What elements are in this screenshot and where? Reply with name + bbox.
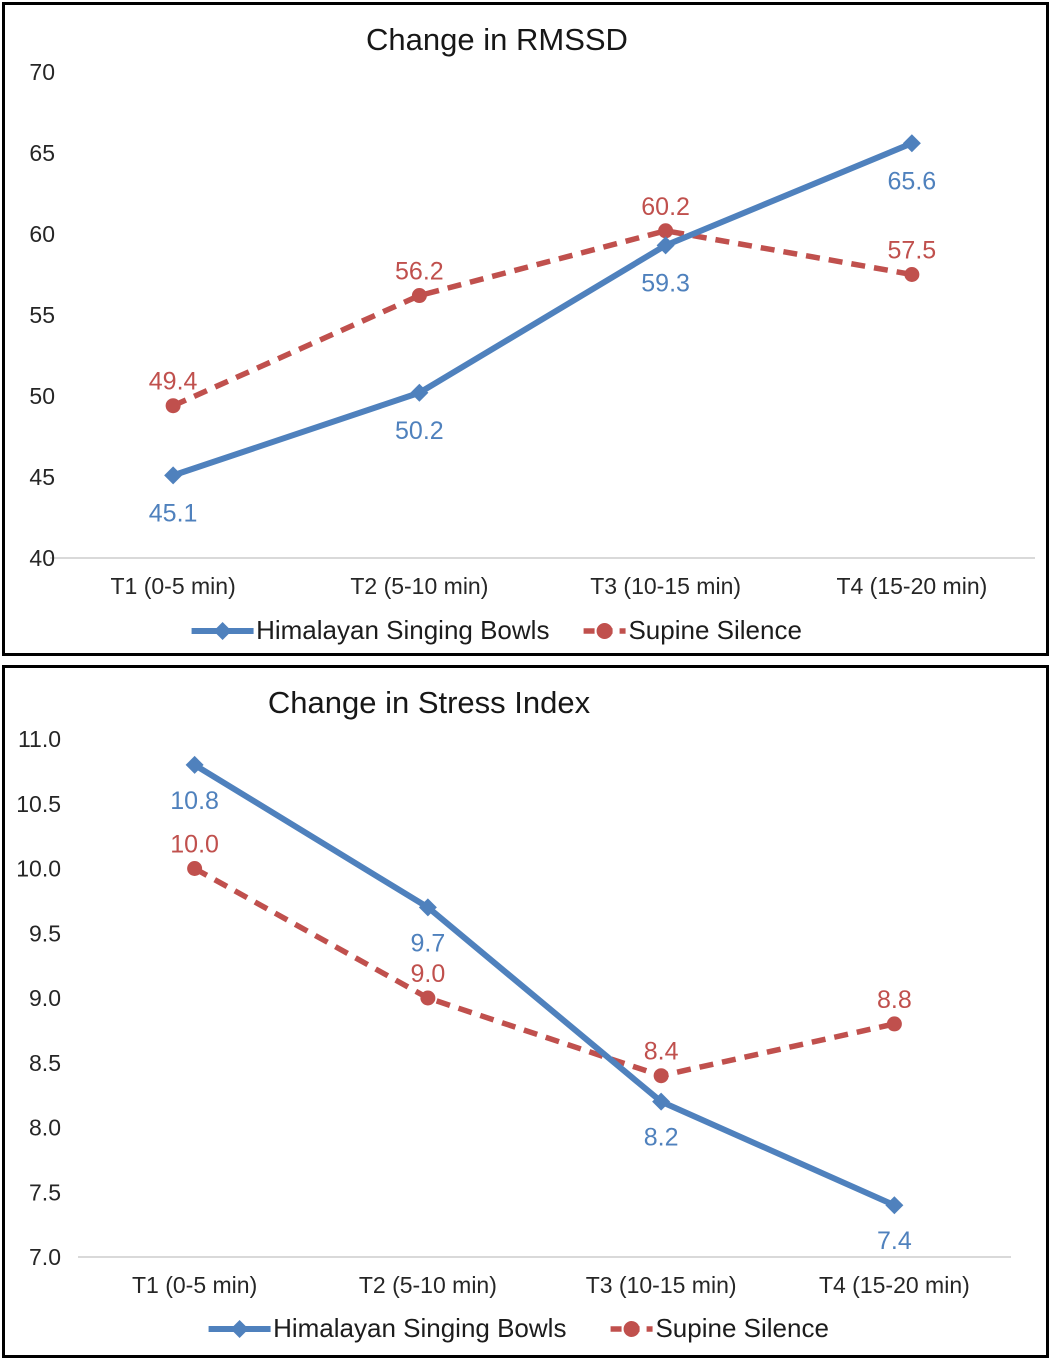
diamond-marker-icon [656,236,675,255]
y-axis-tick-label: 8.0 [29,1115,61,1141]
rmssd-chart: Change in RMSSD 70 65 60 55 50 45 40 T1 (0-5 mi… [2,2,1049,656]
circle-marker-icon [187,861,203,876]
y-axis-tick-label: 7.5 [29,1179,61,1205]
legend-item-himalayan-singing-bowls: Himalayan Singing Bowls [206,1313,566,1344]
red-line-circle-marker-icon [583,622,626,639]
legend-label: Supine Silence [628,615,802,645]
legend-item-supine-silence: Supine Silence [581,615,802,646]
diamond-marker-icon [885,1196,904,1215]
legend-item-himalayan-singing-bowls: Himalayan Singing Bowls [189,615,549,646]
series-line-himalayan-singing-bowls [170,140,915,479]
rmssd-legend: Himalayan Singing Bowls Supine Silence [189,615,802,646]
data-point-label: 10.8 [170,787,219,815]
y-axis-tick-label: 10.0 [16,856,61,882]
series-line-himalayan-singing-bowls [191,761,898,1209]
legend-label: Himalayan Singing Bowls [273,1313,567,1343]
data-point-label: 8.8 [877,986,912,1014]
data-point-label: 50.2 [395,417,444,445]
x-axis-category-label: T4 (15-20 min) [836,573,987,599]
rmssd-plot-area: 70 65 60 55 50 45 40 T1 (0-5 min) T2 (5-10 min) T… [29,59,1035,599]
y-axis-tick-label: 7.0 [29,1244,61,1270]
y-axis-tick-label: 10.5 [16,791,61,817]
data-point-label: 8.2 [644,1124,679,1152]
x-axis-category-label: T2 (5-10 min) [359,1272,497,1298]
data-point-label: 8.4 [644,1038,679,1066]
x-axis-category-label: T2 (5-10 min) [350,573,488,599]
x-axis-category-label: T3 (10-15 min) [590,573,741,599]
y-axis-tick-label: 45 [29,464,55,490]
y-axis-tick-label: 65 [29,140,55,166]
series-line-supine-silence [172,228,913,409]
chart-title-stress-index: Change in Stress Index [267,685,591,720]
data-point-label: 45.1 [149,499,198,527]
data-point-label: 56.2 [395,258,444,286]
data-point-label: 60.2 [641,193,690,221]
circle-marker-icon [165,398,181,414]
data-point-label: 9.0 [410,960,445,988]
y-axis-tick-label: 55 [29,302,55,328]
data-point-label: 7.4 [877,1227,912,1255]
stress-index-chart: Change in Stress Index 11.0 10.5 10.0 9.5 9.… [2,665,1049,1358]
x-axis-category-label: T3 (10-15 min) [586,1272,737,1298]
blue-line-diamond-marker-icon [191,621,254,640]
stress-index-plot-area: 11.0 10.5 10.0 9.5 9.0 8.5 8.0 7.5 7.0 T1 (0-5 mi… [16,726,1011,1298]
series-line-supine-silence [193,866,895,1079]
data-point-label: 10.0 [170,831,219,859]
data-point-label: 57.5 [888,237,937,265]
legend-item-supine-silence: Supine Silence [608,1313,829,1344]
y-axis-tick-label: 60 [29,221,55,247]
y-axis-tick-label: 40 [29,545,55,571]
diamond-marker-icon [410,383,429,402]
circle-marker-icon [420,990,436,1006]
y-axis-tick-label: 8.5 [29,1050,61,1076]
data-point-label: 9.7 [410,929,445,957]
circle-marker-icon [658,223,674,239]
y-axis-tick-label: 9.0 [29,985,61,1011]
red-line-circle-marker-icon [610,1320,653,1337]
data-point-label: 49.4 [149,368,198,396]
y-axis-tick-label: 50 [29,383,55,409]
x-axis-category-label: T1 (0-5 min) [132,1272,257,1298]
circle-marker-icon [411,288,427,304]
diamond-marker-icon [902,134,921,153]
stress-index-legend: Himalayan Singing Bowls Supine Silence [206,1313,829,1344]
y-axis-tick-label: 70 [29,59,55,85]
diamond-marker-icon [185,755,204,774]
diamond-marker-icon [164,466,183,485]
diamond-marker-icon [418,898,437,917]
circle-marker-icon [904,267,920,282]
circle-marker-icon [653,1068,669,1084]
blue-line-diamond-marker-icon [208,1319,271,1338]
diamond-marker-icon [652,1092,671,1111]
y-axis-tick-label: 9.5 [29,920,61,946]
circle-marker-icon [886,1016,902,1032]
x-axis-category-label: T1 (0-5 min) [111,573,236,599]
legend-label: Supine Silence [655,1313,829,1343]
chart-title-rmssd: Change in RMSSD [366,22,628,57]
data-point-label: 65.6 [888,167,937,195]
data-point-label: 59.3 [641,269,690,297]
y-axis-tick-label: 11.0 [18,726,61,752]
legend-label: Himalayan Singing Bowls [256,615,550,645]
x-axis-category-label: T4 (15-20 min) [819,1272,970,1298]
